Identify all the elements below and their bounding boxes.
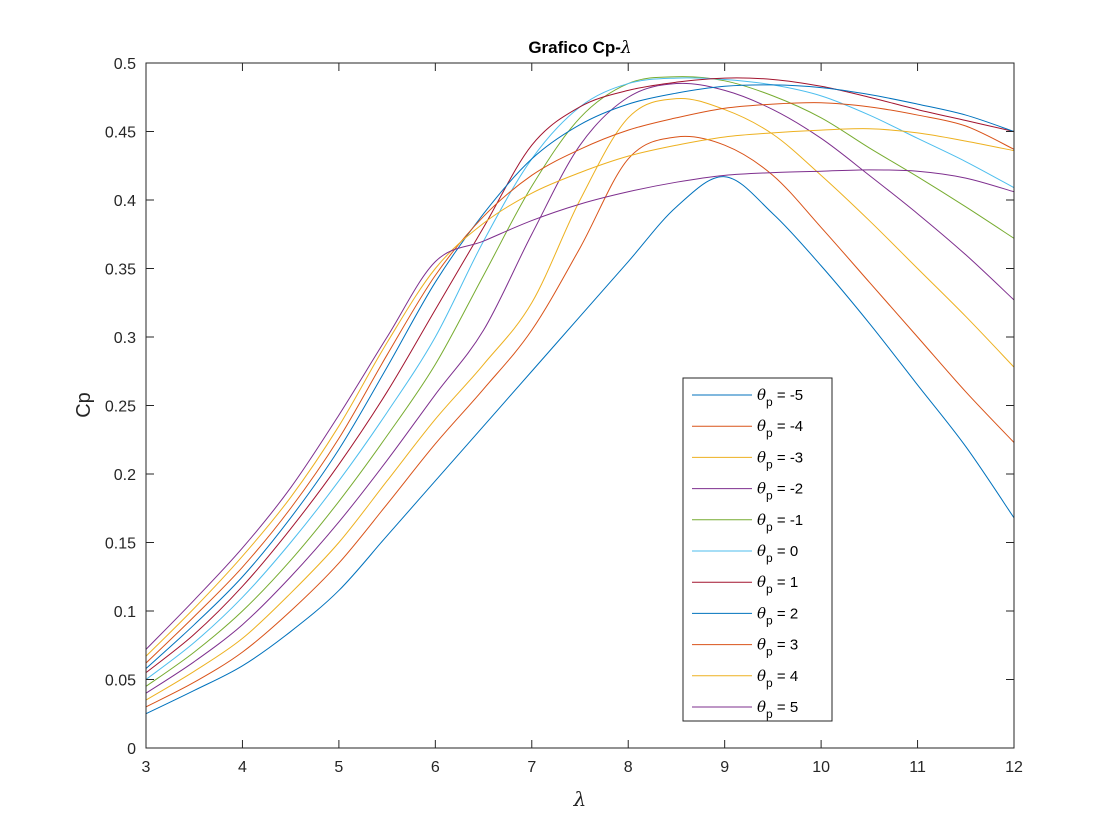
ticks-layer: 3 4 5 6 7 8 9 10 11 12 0 0.05 0.1 0.15 0.2 0.25 0.3 0.35 0… xyxy=(105,56,1023,776)
legend-entries: θp = -5θp = -4θp = -3θp = -2θp = -1θp = … xyxy=(692,386,803,721)
legend-value: = 2 xyxy=(773,605,798,622)
legend-label: θp = -4 xyxy=(757,417,803,440)
legend-symbol: θ xyxy=(757,417,766,435)
legend-label: θp = -2 xyxy=(757,480,803,503)
series-line-7 xyxy=(145,77,1015,674)
legend-entry-1[interactable]: θp = -5 xyxy=(692,386,803,409)
legend-entry-6[interactable]: θp = 0 xyxy=(692,542,798,565)
y-tick-label: 0.15 xyxy=(105,536,136,553)
series-line-10 xyxy=(145,128,1015,657)
legend-symbol: θ xyxy=(757,542,766,560)
legend-symbol: θ xyxy=(757,698,766,716)
series-line-11 xyxy=(145,169,1015,650)
legend-subscript: p xyxy=(766,676,773,690)
x-tick-label: 4 xyxy=(238,759,247,776)
series-line-4 xyxy=(145,82,1015,694)
x-axis-label: λ xyxy=(573,787,587,811)
legend-subscript: p xyxy=(766,707,773,721)
legend-subscript: p xyxy=(766,645,773,659)
legend-label: θp = -1 xyxy=(757,511,803,534)
x-tick-label: 10 xyxy=(812,759,830,776)
y-tick-label: 0.25 xyxy=(105,399,136,416)
legend-entry-3[interactable]: θp = -3 xyxy=(692,448,803,471)
y-tick-label: 0.4 xyxy=(114,193,136,210)
legend-value: = 3 xyxy=(773,637,798,654)
legend-subscript: p xyxy=(766,520,773,534)
legend-value: = 4 xyxy=(773,668,798,685)
series-line-1 xyxy=(145,176,1015,715)
legend-label: θp = 5 xyxy=(757,698,798,721)
legend-entry-10[interactable]: θp = 4 xyxy=(692,667,798,690)
legend-subscript: p xyxy=(766,551,773,565)
legend[interactable]: θp = -5θp = -4θp = -3θp = -2θp = -1θp = … xyxy=(682,377,833,722)
y-axis-label: Cp xyxy=(73,392,95,418)
legend-symbol: θ xyxy=(757,386,766,404)
legend-symbol: θ xyxy=(757,667,766,685)
legend-label: θp = 2 xyxy=(757,604,798,627)
legend-symbol: θ xyxy=(757,573,766,591)
series-line-6 xyxy=(145,77,1015,680)
legend-subscript: p xyxy=(766,395,773,409)
legend-entry-7[interactable]: θp = 1 xyxy=(692,573,798,596)
y-tick-label: 0.2 xyxy=(114,467,136,484)
legend-entry-4[interactable]: θp = -2 xyxy=(692,480,803,503)
y-tick-label: 0.45 xyxy=(105,125,136,142)
legend-label: θp = 1 xyxy=(757,573,798,596)
legend-entry-9[interactable]: θp = 3 xyxy=(692,636,798,659)
legend-value: = -1 xyxy=(773,512,803,529)
y-tick-label: 0.3 xyxy=(114,330,136,347)
legend-subscript: p xyxy=(766,457,773,471)
series-line-5 xyxy=(145,76,1015,687)
legend-label: θp = 0 xyxy=(757,542,798,565)
legend-symbol: θ xyxy=(757,448,766,466)
legend-label: θp = -3 xyxy=(757,448,803,471)
x-tick-label: 9 xyxy=(720,759,729,776)
legend-value: = 1 xyxy=(773,574,798,591)
chart-title: Grafico Cp-λ xyxy=(528,38,631,58)
legend-value: = -2 xyxy=(773,481,803,498)
chart-title-text: Grafico Cp- xyxy=(528,38,621,57)
series-line-2 xyxy=(145,135,1015,708)
x-tick-label: 12 xyxy=(1005,759,1023,776)
y-tick-label: 0.1 xyxy=(114,604,136,621)
legend-value: = -5 xyxy=(773,387,803,404)
x-tick-label: 11 xyxy=(909,759,926,776)
x-tick-label: 6 xyxy=(431,759,440,776)
legend-symbol: θ xyxy=(757,480,766,498)
legend-entry-5[interactable]: θp = -1 xyxy=(692,511,803,534)
series-layer xyxy=(145,76,1015,715)
legend-box xyxy=(682,377,833,722)
y-tick-label: 0.5 xyxy=(114,56,136,73)
legend-entry-11[interactable]: θp = 5 xyxy=(692,698,798,721)
x-tick-label: 3 xyxy=(142,759,151,776)
legend-entry-2[interactable]: θp = -4 xyxy=(692,417,803,440)
legend-subscript: p xyxy=(766,489,773,503)
y-tick-label: 0 xyxy=(127,741,136,758)
legend-label: θp = 3 xyxy=(757,636,798,659)
legend-value: = -3 xyxy=(773,449,803,466)
legend-symbol: θ xyxy=(757,604,766,622)
y-tick-label: 0.35 xyxy=(105,262,136,279)
legend-subscript: p xyxy=(766,613,773,627)
x-tick-label: 5 xyxy=(334,759,343,776)
legend-subscript: p xyxy=(766,582,773,596)
legend-value: = 5 xyxy=(773,699,798,716)
legend-label: θp = -5 xyxy=(757,386,803,409)
y-tick-label: 0.05 xyxy=(105,673,136,690)
chart-title-symbol: λ xyxy=(620,38,632,58)
legend-value: = 0 xyxy=(773,543,798,560)
legend-entry-8[interactable]: θp = 2 xyxy=(692,604,798,627)
x-tick-label: 7 xyxy=(527,759,536,776)
plot-area xyxy=(146,63,1014,748)
series-line-9 xyxy=(145,102,1015,664)
legend-symbol: θ xyxy=(757,636,766,654)
legend-symbol: θ xyxy=(757,511,766,529)
legend-label: θp = 4 xyxy=(757,667,798,690)
legend-subscript: p xyxy=(766,426,773,440)
series-line-8 xyxy=(145,84,1015,669)
legend-value: = -4 xyxy=(773,418,803,435)
x-tick-label: 8 xyxy=(624,759,633,776)
